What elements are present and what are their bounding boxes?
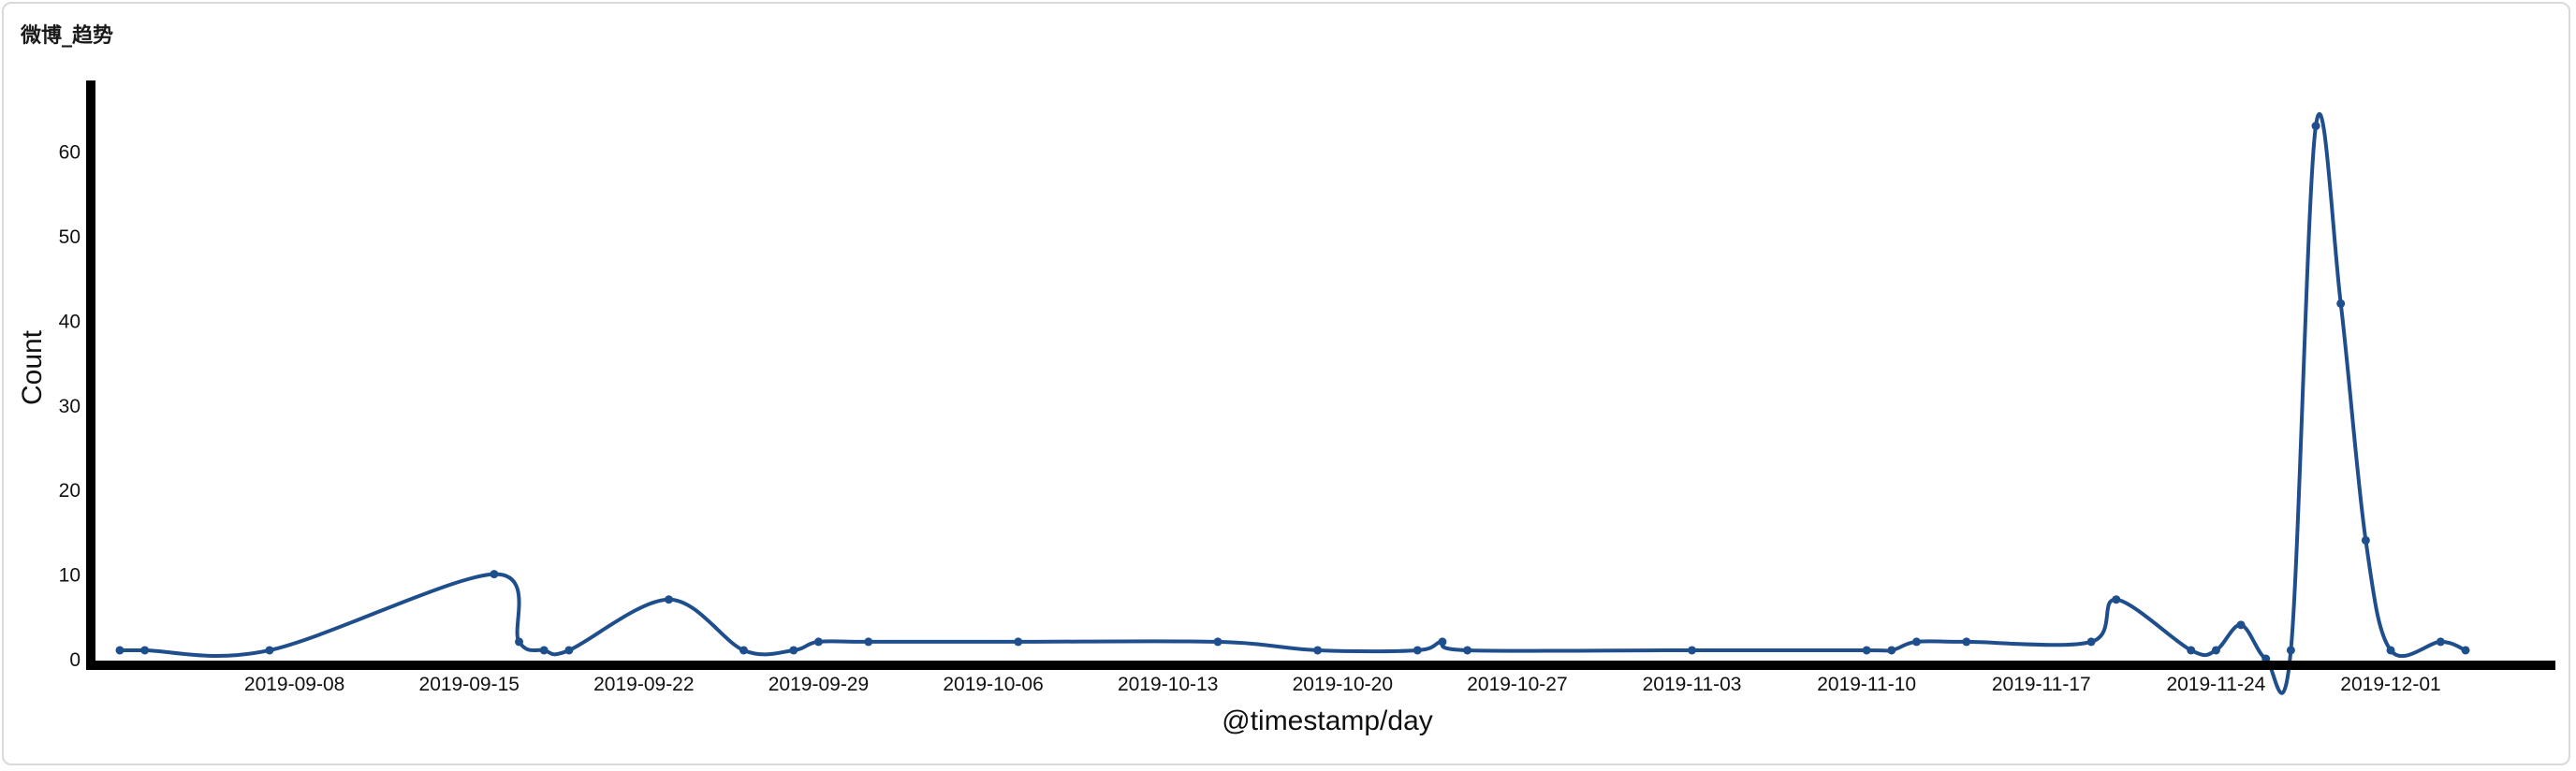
data-point [1862, 646, 1871, 655]
x-tick-label: 2019-11-17 [1992, 674, 2091, 695]
y-tick-label: 20 [59, 480, 80, 502]
data-point [1688, 646, 1697, 655]
data-point [665, 595, 674, 604]
data-point [2436, 637, 2445, 647]
x-tick-label: 2019-10-20 [1293, 674, 1393, 695]
data-point [1962, 637, 1971, 647]
x-tick-label: 2019-11-24 [2166, 674, 2265, 695]
x-tick-label: 2019-10-13 [1118, 674, 1218, 695]
x-tick-label: 2019-09-15 [419, 674, 520, 695]
data-point [2187, 646, 2196, 655]
data-point [813, 637, 823, 647]
x-axis-label: @timestamp/day [1222, 706, 1433, 736]
data-point [2236, 620, 2246, 630]
series-points [115, 122, 2470, 663]
data-point [2211, 646, 2220, 655]
x-tick-label: 2019-10-27 [1467, 674, 1567, 695]
x-tick-label: 2019-10-06 [943, 674, 1043, 695]
data-point [2461, 646, 2470, 655]
data-point [1412, 646, 1422, 655]
x-tick-label: 2019-12-01 [2340, 674, 2440, 695]
y-axis-label: Count [17, 329, 48, 405]
series-line [118, 112, 2467, 695]
y-tick-label: 30 [59, 396, 80, 417]
y-tick-label: 60 [59, 142, 80, 164]
x-tick-label: 2019-11-10 [1817, 674, 1916, 695]
data-point [539, 646, 549, 655]
data-point [2086, 637, 2096, 647]
y-axis-ticks: 0 10 20 30 40 50 60 [59, 142, 80, 671]
y-tick-label: 10 [59, 565, 80, 587]
data-point [515, 637, 524, 647]
data-point [2286, 646, 2295, 655]
data-point [1463, 646, 1472, 655]
x-tick-label: 2019-09-29 [768, 674, 869, 695]
data-point [2112, 595, 2121, 604]
data-point [564, 646, 574, 655]
data-point [140, 646, 150, 655]
data-point [115, 646, 124, 655]
x-axis-ticks: 2019-09-08 2019-09-15 2019-09-22 2019-09-29… [244, 674, 2441, 695]
x-tick-label: 2019-11-03 [1643, 674, 1742, 695]
data-point [1911, 637, 1921, 647]
data-point [789, 646, 798, 655]
x-tick-label: 2019-09-22 [593, 674, 694, 695]
y-tick-label: 40 [59, 311, 80, 332]
data-point [1014, 637, 1023, 647]
data-point [1213, 637, 1222, 647]
data-point [1438, 637, 1447, 647]
data-point [739, 646, 748, 655]
x-tick-label: 2019-09-08 [244, 674, 344, 695]
data-point [2361, 535, 2370, 545]
data-point [265, 646, 274, 655]
panel-title: 微博_趋势 [21, 24, 114, 48]
y-tick-label: 50 [59, 226, 80, 248]
data-point [1887, 646, 1896, 655]
data-point [1313, 646, 1323, 655]
y-tick-label: 0 [69, 649, 80, 671]
data-point [2386, 646, 2395, 655]
data-point [864, 637, 873, 647]
data-point [2311, 122, 2320, 131]
data-point [2336, 298, 2346, 308]
data-point [490, 570, 499, 579]
